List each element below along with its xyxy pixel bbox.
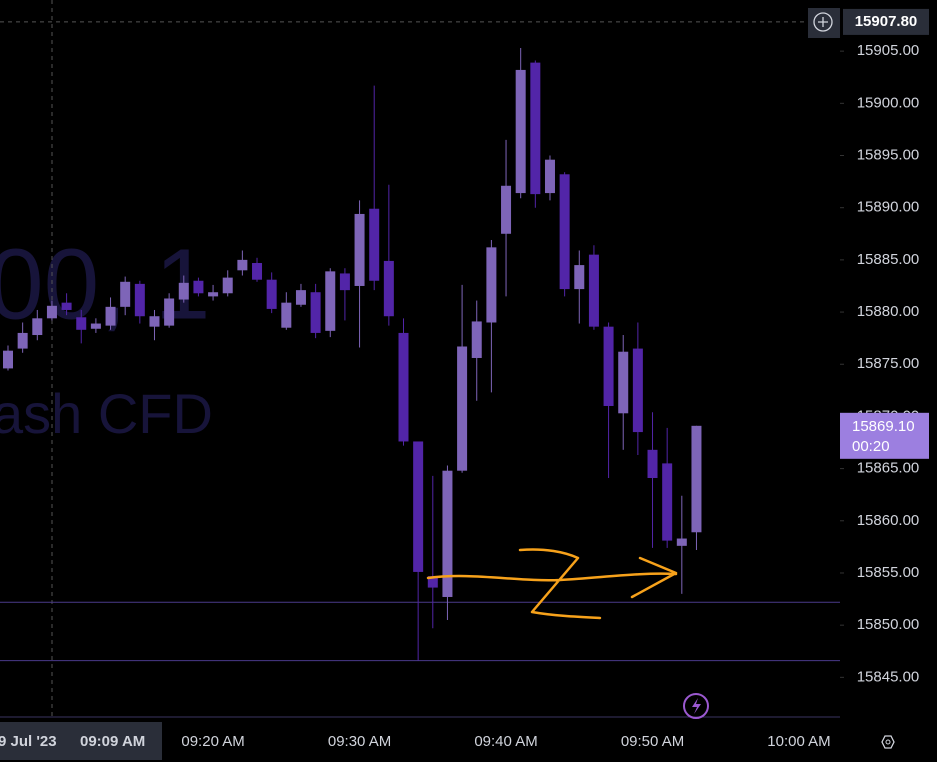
plus-icon [818,17,828,27]
candle-body [413,441,424,572]
candle-body [17,332,28,349]
candle-body [559,174,570,290]
candle-body [618,351,629,414]
candle-body [486,247,497,323]
candle-body [574,265,585,290]
y-tick-label: 15845.00 [857,668,920,685]
candle-body [647,449,658,478]
crosshair-price: 15907.80 [855,13,918,30]
candle-body [252,263,263,280]
plus-icon [813,12,833,32]
plot [0,21,840,662]
crosshair-date: 9 Jul '23 [0,733,57,750]
candle-body [515,69,526,194]
y-tick-label: 15885.00 [857,251,920,268]
y-tick-label: 15880.00 [857,303,920,320]
candle-body [46,305,57,319]
x-tick-label: 09:50 AM [621,733,684,750]
drawing-arrow [426,548,678,620]
candle-body [442,470,453,597]
last-price-box [840,412,929,459]
candle-body [3,350,13,369]
crosshair-date-box [0,722,162,760]
candle-body [208,292,219,297]
candle-body [222,277,233,294]
candle-body [501,185,512,234]
y-tick-label: 15905.00 [857,42,920,59]
y-tick-label: 15900.00 [857,94,920,111]
candle-body [383,260,394,317]
candle-body [339,273,350,291]
candle-body [530,62,541,195]
candle-body [90,323,101,329]
countdown: 00:20 [852,438,890,455]
y-tick-label: 15875.00 [857,355,920,372]
x-tick-label: 09:30 AM [328,733,391,750]
candle-body [61,302,72,310]
candle-body [457,346,468,471]
candle-body [354,213,365,286]
candle-body [310,292,321,333]
candle-body [662,463,673,541]
candle-body [603,326,614,406]
candle-body [120,281,131,307]
candle-body [134,283,145,317]
crosshair-price-box [843,8,929,35]
x-tick-label: 09:20 AM [181,733,244,750]
candle-body [676,538,687,546]
y-tick-label: 15890.00 [857,199,920,216]
candle-body [237,259,248,271]
candle-body [266,279,277,309]
candle-body [691,425,702,533]
x-tick-label: 10:00 AM [767,733,830,750]
candle-body [164,298,175,326]
candle-body [76,317,87,330]
candle-body [325,271,336,331]
candle-body [105,306,116,326]
watermark: ash CFD [0,382,213,445]
crosshair-time: 09:09 AM [80,733,145,750]
candle-body [427,576,438,588]
lightning-icon [692,698,701,714]
candle-body [471,321,482,358]
y-tick-label: 15865.00 [857,460,920,477]
candle-body [588,254,599,327]
y-tick-label: 15860.00 [857,512,920,529]
candle-body [632,348,643,433]
lightning-button[interactable] [683,693,709,719]
x-tick-label: 09:40 AM [474,733,537,750]
candle-body [32,318,43,336]
settings-icon [885,739,891,745]
candle-body [544,159,555,194]
last-price: 15869.10 [852,418,915,435]
y-tick-label: 15850.00 [857,616,920,633]
candle-body [295,290,306,305]
candle-body [369,208,380,281]
candle-body [398,332,409,442]
candle-body [149,316,160,327]
settings-button[interactable] [881,735,895,749]
candle-body [178,282,189,300]
candle-body [281,302,292,328]
y-tick-label: 15855.00 [857,564,920,581]
y-tick-label: 15895.00 [857,146,920,163]
candle-body [193,280,204,294]
